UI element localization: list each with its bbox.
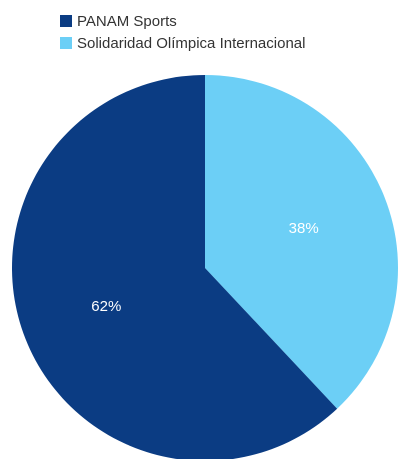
slice-label-solidaridad-olimpica: 38% bbox=[289, 220, 319, 237]
legend-item-solidaridad-olimpica: Solidaridad Olímpica Internacional bbox=[60, 32, 390, 54]
pie-slice-panam-sports bbox=[12, 75, 338, 459]
legend-item-panam-sports: PANAM Sports bbox=[60, 10, 390, 32]
chart-legend: PANAM Sports Solidaridad Olímpica Intern… bbox=[60, 10, 390, 54]
legend-swatch-panam-sports bbox=[60, 15, 72, 27]
legend-swatch-solidaridad-olimpica bbox=[60, 37, 72, 49]
slice-label-panam-sports: 62% bbox=[91, 298, 121, 315]
legend-label-solidaridad-olimpica: Solidaridad Olímpica Internacional bbox=[77, 34, 306, 52]
legend-label-panam-sports: PANAM Sports bbox=[77, 12, 177, 30]
pie-slice-solidaridad-olimpica bbox=[205, 75, 398, 409]
